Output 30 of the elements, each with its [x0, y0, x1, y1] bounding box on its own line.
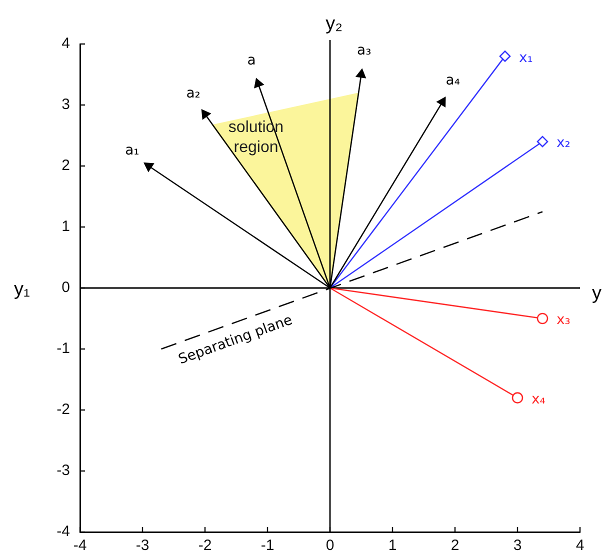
series-label: a [247, 52, 256, 68]
y-tick-label: -2 [56, 401, 70, 418]
series-label: x₄ [532, 391, 546, 408]
x-tick-label: 4 [576, 537, 584, 554]
y-tick-label: 2 [62, 157, 70, 174]
y-tick-label: 4 [62, 35, 70, 52]
x-tick-label: 1 [388, 537, 397, 554]
x-tick-label: 0 [326, 537, 334, 554]
x-tick-label: -4 [73, 537, 87, 554]
y-tick-label: 0 [62, 279, 70, 296]
ref-line-label: y₂ [326, 14, 342, 35]
x-tick-label: 3 [513, 537, 522, 554]
ref-line-label: y [592, 283, 602, 304]
y-tick-label: -3 [56, 462, 70, 480]
x-tick-label: -2 [198, 537, 212, 554]
series-label: a₃ [357, 42, 372, 58]
x-tick-label: -1 [260, 537, 274, 554]
series-label: a₁ [125, 142, 140, 158]
series-label: x₂ [556, 135, 570, 152]
x-tick-label: 2 [450, 537, 460, 554]
series-label: a₂ [186, 86, 200, 102]
y-tick-label: -4 [56, 523, 70, 540]
y-axis-title: y₁ [14, 279, 30, 300]
y-tick-label: 3 [62, 96, 70, 114]
series-label: x₃ [556, 312, 570, 328]
x-tick-label: -3 [136, 537, 150, 554]
y-tick-label: -1 [56, 340, 70, 358]
series-label: a₄ [446, 72, 460, 88]
y-tick-label: 1 [62, 218, 70, 236]
series-label: x₁ [519, 50, 533, 66]
